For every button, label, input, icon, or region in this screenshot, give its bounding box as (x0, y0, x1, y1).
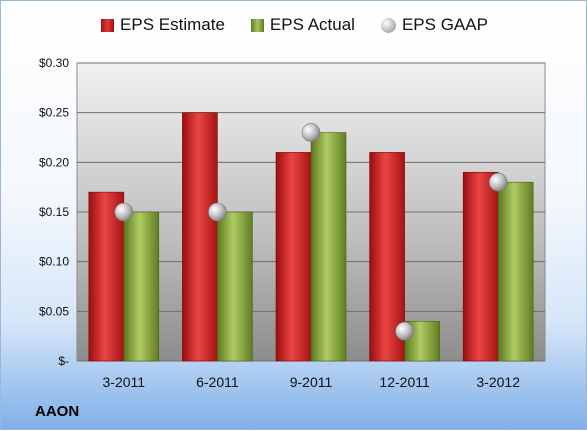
bar-estimate (275, 152, 312, 362)
bars (88, 112, 534, 362)
legend-label-gaap: EPS GAAP (401, 15, 488, 34)
legend-swatch-estimate (101, 18, 115, 32)
point-gaap (301, 123, 321, 142)
legend-item-gaap: EPS GAAP (380, 15, 488, 35)
bar-actual (123, 211, 160, 362)
y-tick-label: $0.25 (39, 106, 69, 120)
x-tick-label: 3-2011 (103, 374, 146, 390)
y-tick-label: $0.20 (39, 155, 69, 169)
x-tick-label: 12-2011 (379, 374, 430, 390)
point-gaap (208, 202, 227, 222)
legend-label-actual: EPS Actual (269, 15, 355, 34)
bar-actual (310, 132, 347, 362)
company-ticker: AAON (35, 403, 80, 420)
y-axis-ticks: $- $0.05 $0.10 $0.15 $0.20 $0.25 $0.30 (39, 56, 69, 368)
point-gaap (488, 172, 508, 192)
x-axis-ticks: 3-2011 6-2011 9-2011 12-2011 3-2012 (103, 374, 521, 390)
bar-actual (217, 211, 253, 362)
y-tick-label: $- (58, 354, 69, 368)
legend-swatch-actual (250, 18, 264, 32)
y-tick-label: $0.05 (39, 304, 69, 318)
point-gaap (395, 321, 414, 341)
x-tick-label: 3-2012 (476, 374, 520, 390)
x-tick-label: 6-2011 (196, 374, 239, 390)
legend-item-estimate: EPS Estimate (101, 15, 225, 35)
bar-actual (497, 181, 534, 362)
legend: EPS Estimate EPS Actual EPS GAAP (1, 15, 587, 35)
y-tick-label: $0.30 (39, 56, 69, 70)
legend-label-estimate: EPS Estimate (120, 15, 225, 34)
x-tick-label: 9-2011 (290, 374, 333, 390)
bar-estimate (462, 171, 499, 362)
legend-swatch-gaap (380, 17, 396, 33)
y-tick-label: $0.10 (39, 255, 69, 269)
legend-item-actual: EPS Actual (250, 15, 355, 35)
point-gaap (114, 202, 134, 222)
y-tick-label: $0.15 (39, 205, 69, 219)
bar-estimate (182, 112, 218, 362)
gaap-points (114, 123, 508, 341)
bar-estimate (88, 191, 125, 362)
